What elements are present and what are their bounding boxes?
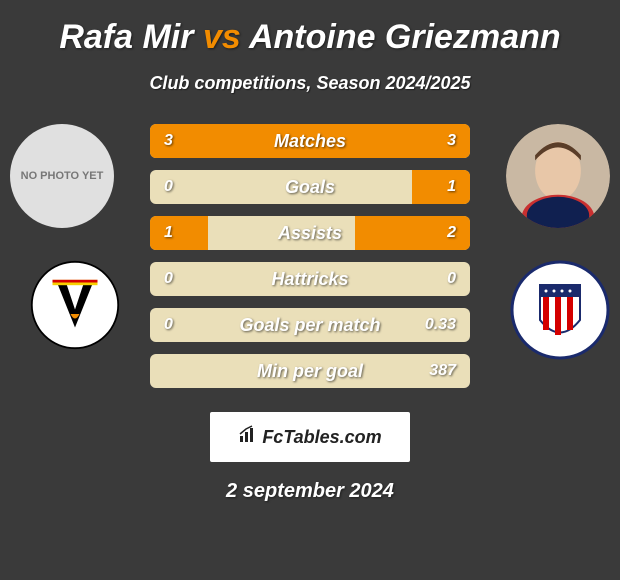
stat-row: 01Goals (150, 170, 470, 204)
footer-date: 2 september 2024 (10, 480, 610, 503)
subtitle: Club competitions, Season 2024/2025 (10, 73, 610, 94)
stat-label: Matches (150, 124, 470, 158)
atletico-badge (510, 260, 610, 360)
valencia-badge-svg (30, 260, 120, 350)
atletico-badge-svg (510, 260, 610, 360)
player2-club-wrap (510, 260, 610, 360)
stat-row: 387Min per goal (150, 354, 470, 388)
stat-label: Goals (150, 170, 470, 204)
player2-photo (506, 124, 610, 228)
comparison-area: NO PHOTO YET (10, 124, 610, 394)
player1-club-wrap (30, 260, 120, 350)
stat-bars: 33Matches 01Goals 12Assists 00Hattricks 00.3… (150, 124, 470, 400)
stat-row: 12Assists (150, 216, 470, 250)
comparison-title: Rafa Mir vs Antoine Griezmann (10, 18, 610, 57)
player1-photo-wrap: NO PHOTO YET (10, 124, 114, 228)
stat-row: 00.33Goals per match (150, 308, 470, 342)
brand-badge: FcTables.com (210, 412, 410, 462)
stat-label: Goals per match (150, 308, 470, 342)
player1-name: Rafa Mir (59, 18, 193, 56)
stat-row: 00Hattricks (150, 262, 470, 296)
brand-text: FcTables.com (262, 427, 381, 448)
player2-avatar-svg (506, 124, 610, 228)
stat-row: 33Matches (150, 124, 470, 158)
player2-photo-wrap (506, 124, 610, 228)
vs-label: vs (203, 18, 241, 56)
stat-label: Hattricks (150, 262, 470, 296)
chart-icon (238, 424, 258, 450)
no-photo-label: NO PHOTO YET (21, 170, 104, 182)
player1-photo: NO PHOTO YET (10, 124, 114, 228)
player2-name: Antoine Griezmann (249, 18, 561, 56)
valencia-badge (30, 260, 120, 350)
stat-label: Assists (150, 216, 470, 250)
stat-label: Min per goal (150, 354, 470, 388)
